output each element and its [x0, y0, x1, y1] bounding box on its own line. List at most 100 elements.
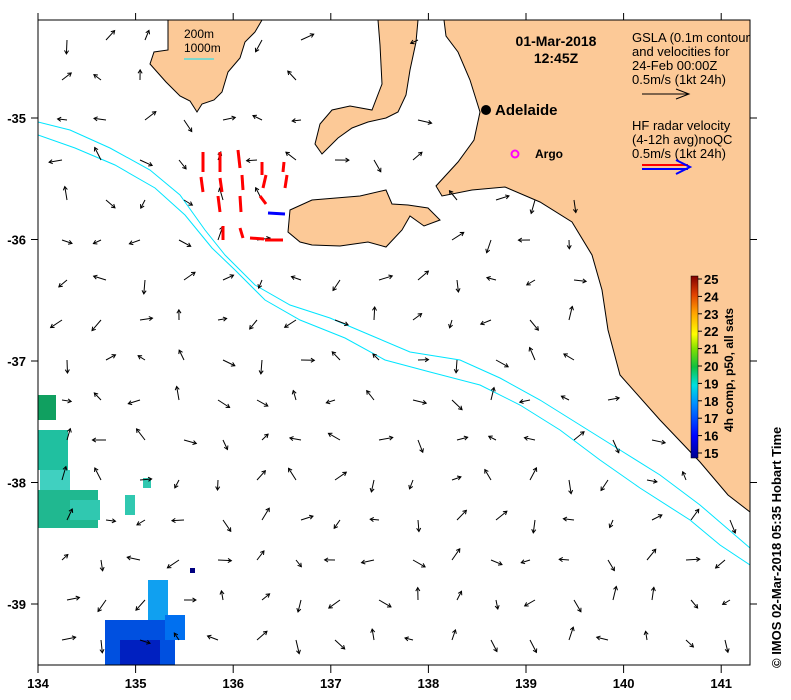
velocity-arrow — [607, 559, 615, 572]
velocity-arrow — [409, 39, 419, 45]
velocity-arrow — [256, 469, 267, 481]
velocity-arrow — [217, 399, 231, 409]
velocity-arrow — [334, 319, 349, 327]
gsla-legend-line3: 24-Feb 00:00Z — [632, 58, 717, 73]
velocity-arrow — [334, 471, 348, 481]
colorbar-tick-label: 15 — [704, 446, 718, 461]
velocity-arrow — [484, 468, 492, 481]
colorbar-tick-label: 21 — [704, 342, 718, 357]
velocity-arrow — [490, 639, 498, 653]
mainland — [435, 20, 750, 513]
colorbar-tick-label: 18 — [704, 394, 718, 409]
adelaide-label: Adelaide — [495, 102, 558, 119]
velocity-arrow — [456, 590, 463, 601]
velocity-arrow — [217, 316, 228, 322]
velocity-arrow — [137, 68, 143, 81]
velocity-arrow — [612, 439, 620, 454]
velocity-arrow — [495, 359, 510, 368]
hf-legend-line2: (4-12h avg)noQC — [632, 132, 732, 147]
velocity-arrow — [643, 630, 649, 641]
velocity-arrow — [105, 354, 117, 361]
velocity-arrow — [331, 351, 341, 361]
velocity-arrow — [139, 316, 154, 322]
velocity-arrow — [523, 435, 536, 441]
velocity-arrow — [681, 470, 687, 481]
velocity-arrow — [257, 279, 263, 290]
lon-tick-label: 138 — [418, 676, 440, 691]
velocity-arrow — [300, 357, 316, 363]
velocity-arrow — [256, 399, 269, 407]
velocity-arrow — [451, 548, 461, 561]
colorbar-tick-label: 19 — [704, 376, 718, 391]
velocity-arrow — [183, 119, 193, 133]
velocity-arrow — [64, 359, 70, 374]
velocity-arrow — [285, 151, 297, 161]
velocity-arrow — [290, 275, 302, 281]
velocity-arrow — [651, 439, 667, 445]
velocity-arrow — [378, 435, 394, 441]
gsla-legend-line4: 0.5m/s (1kt 24h) — [632, 72, 726, 87]
velocity-arrow — [448, 189, 458, 201]
velocity-arrow — [166, 559, 180, 569]
velocity-arrow — [332, 279, 341, 292]
credit: © IMOS 02-Mar-2018 05:35 Hobart Time — [769, 427, 784, 668]
kangaroo-island — [287, 189, 441, 248]
velocity-arrow — [174, 479, 180, 489]
velocity-arrow — [404, 636, 414, 642]
velocity-arrow — [66, 427, 72, 441]
velocity-arrow — [144, 29, 151, 41]
velocity-arrow — [528, 346, 536, 361]
velocity-arrow — [724, 639, 730, 654]
velocity-arrow — [573, 599, 582, 613]
velocity-arrow — [66, 595, 81, 601]
velocity-arrow — [325, 399, 336, 405]
velocity-arrow — [562, 516, 575, 522]
velocity-arrow — [412, 313, 423, 321]
argo-label: Argo — [535, 147, 563, 161]
lon-tick-label: 136 — [222, 676, 244, 691]
velocity-arrow — [126, 555, 141, 561]
contour-1000m — [38, 134, 750, 566]
velocity-arrow — [183, 597, 197, 603]
velocity-arrow — [529, 639, 538, 654]
velocity-arrow — [451, 231, 465, 241]
velocity-arrow — [412, 559, 426, 568]
hf-legend-line1: HF radar velocity — [632, 118, 731, 133]
velocity-arrow — [178, 349, 185, 361]
velocity-arrow — [170, 517, 185, 523]
velocity-arrow — [183, 439, 198, 446]
velocity-arrow — [566, 239, 572, 250]
velocity-arrow — [139, 476, 153, 482]
velocity-arrow — [66, 508, 74, 521]
velocity-arrow — [300, 514, 314, 521]
velocity-arrow — [412, 151, 423, 161]
velocity-arrow — [451, 475, 462, 481]
velocity-arrow — [261, 593, 271, 601]
lon-tick-label: 139 — [515, 676, 537, 691]
argo-marker — [510, 149, 520, 159]
velocity-arrow — [417, 119, 433, 125]
velocity-arrow — [261, 433, 269, 441]
colorbar-ticks: 25 24 23 22 21 20 19 18 17 16 15 — [698, 272, 719, 461]
velocity-arrow — [249, 319, 258, 330]
velocity-arrow — [646, 548, 657, 561]
radar-arrow — [238, 227, 245, 239]
velocity-arrow — [558, 557, 570, 563]
velocity-arrow — [333, 519, 341, 530]
velocity-arrow — [222, 519, 232, 533]
velocity-arrow — [495, 194, 510, 201]
velocity-arrow — [291, 389, 297, 401]
velocity-arrow — [416, 519, 422, 533]
velocity-arrow — [328, 599, 341, 609]
velocity-arrow — [135, 599, 146, 611]
velocity-arrow — [378, 274, 394, 281]
radar-arrow — [281, 161, 286, 173]
velocity-arrow — [487, 435, 497, 441]
lat-tick-label: -38 — [7, 476, 26, 491]
bathy-legend-1000m: 1000m — [184, 41, 221, 55]
lat-tick-label: -36 — [7, 233, 26, 248]
lat-tick-label: -39 — [7, 597, 26, 612]
velocity-arrow — [99, 639, 105, 654]
velocity-arrow — [141, 279, 147, 295]
velocity-arrow — [92, 239, 102, 245]
